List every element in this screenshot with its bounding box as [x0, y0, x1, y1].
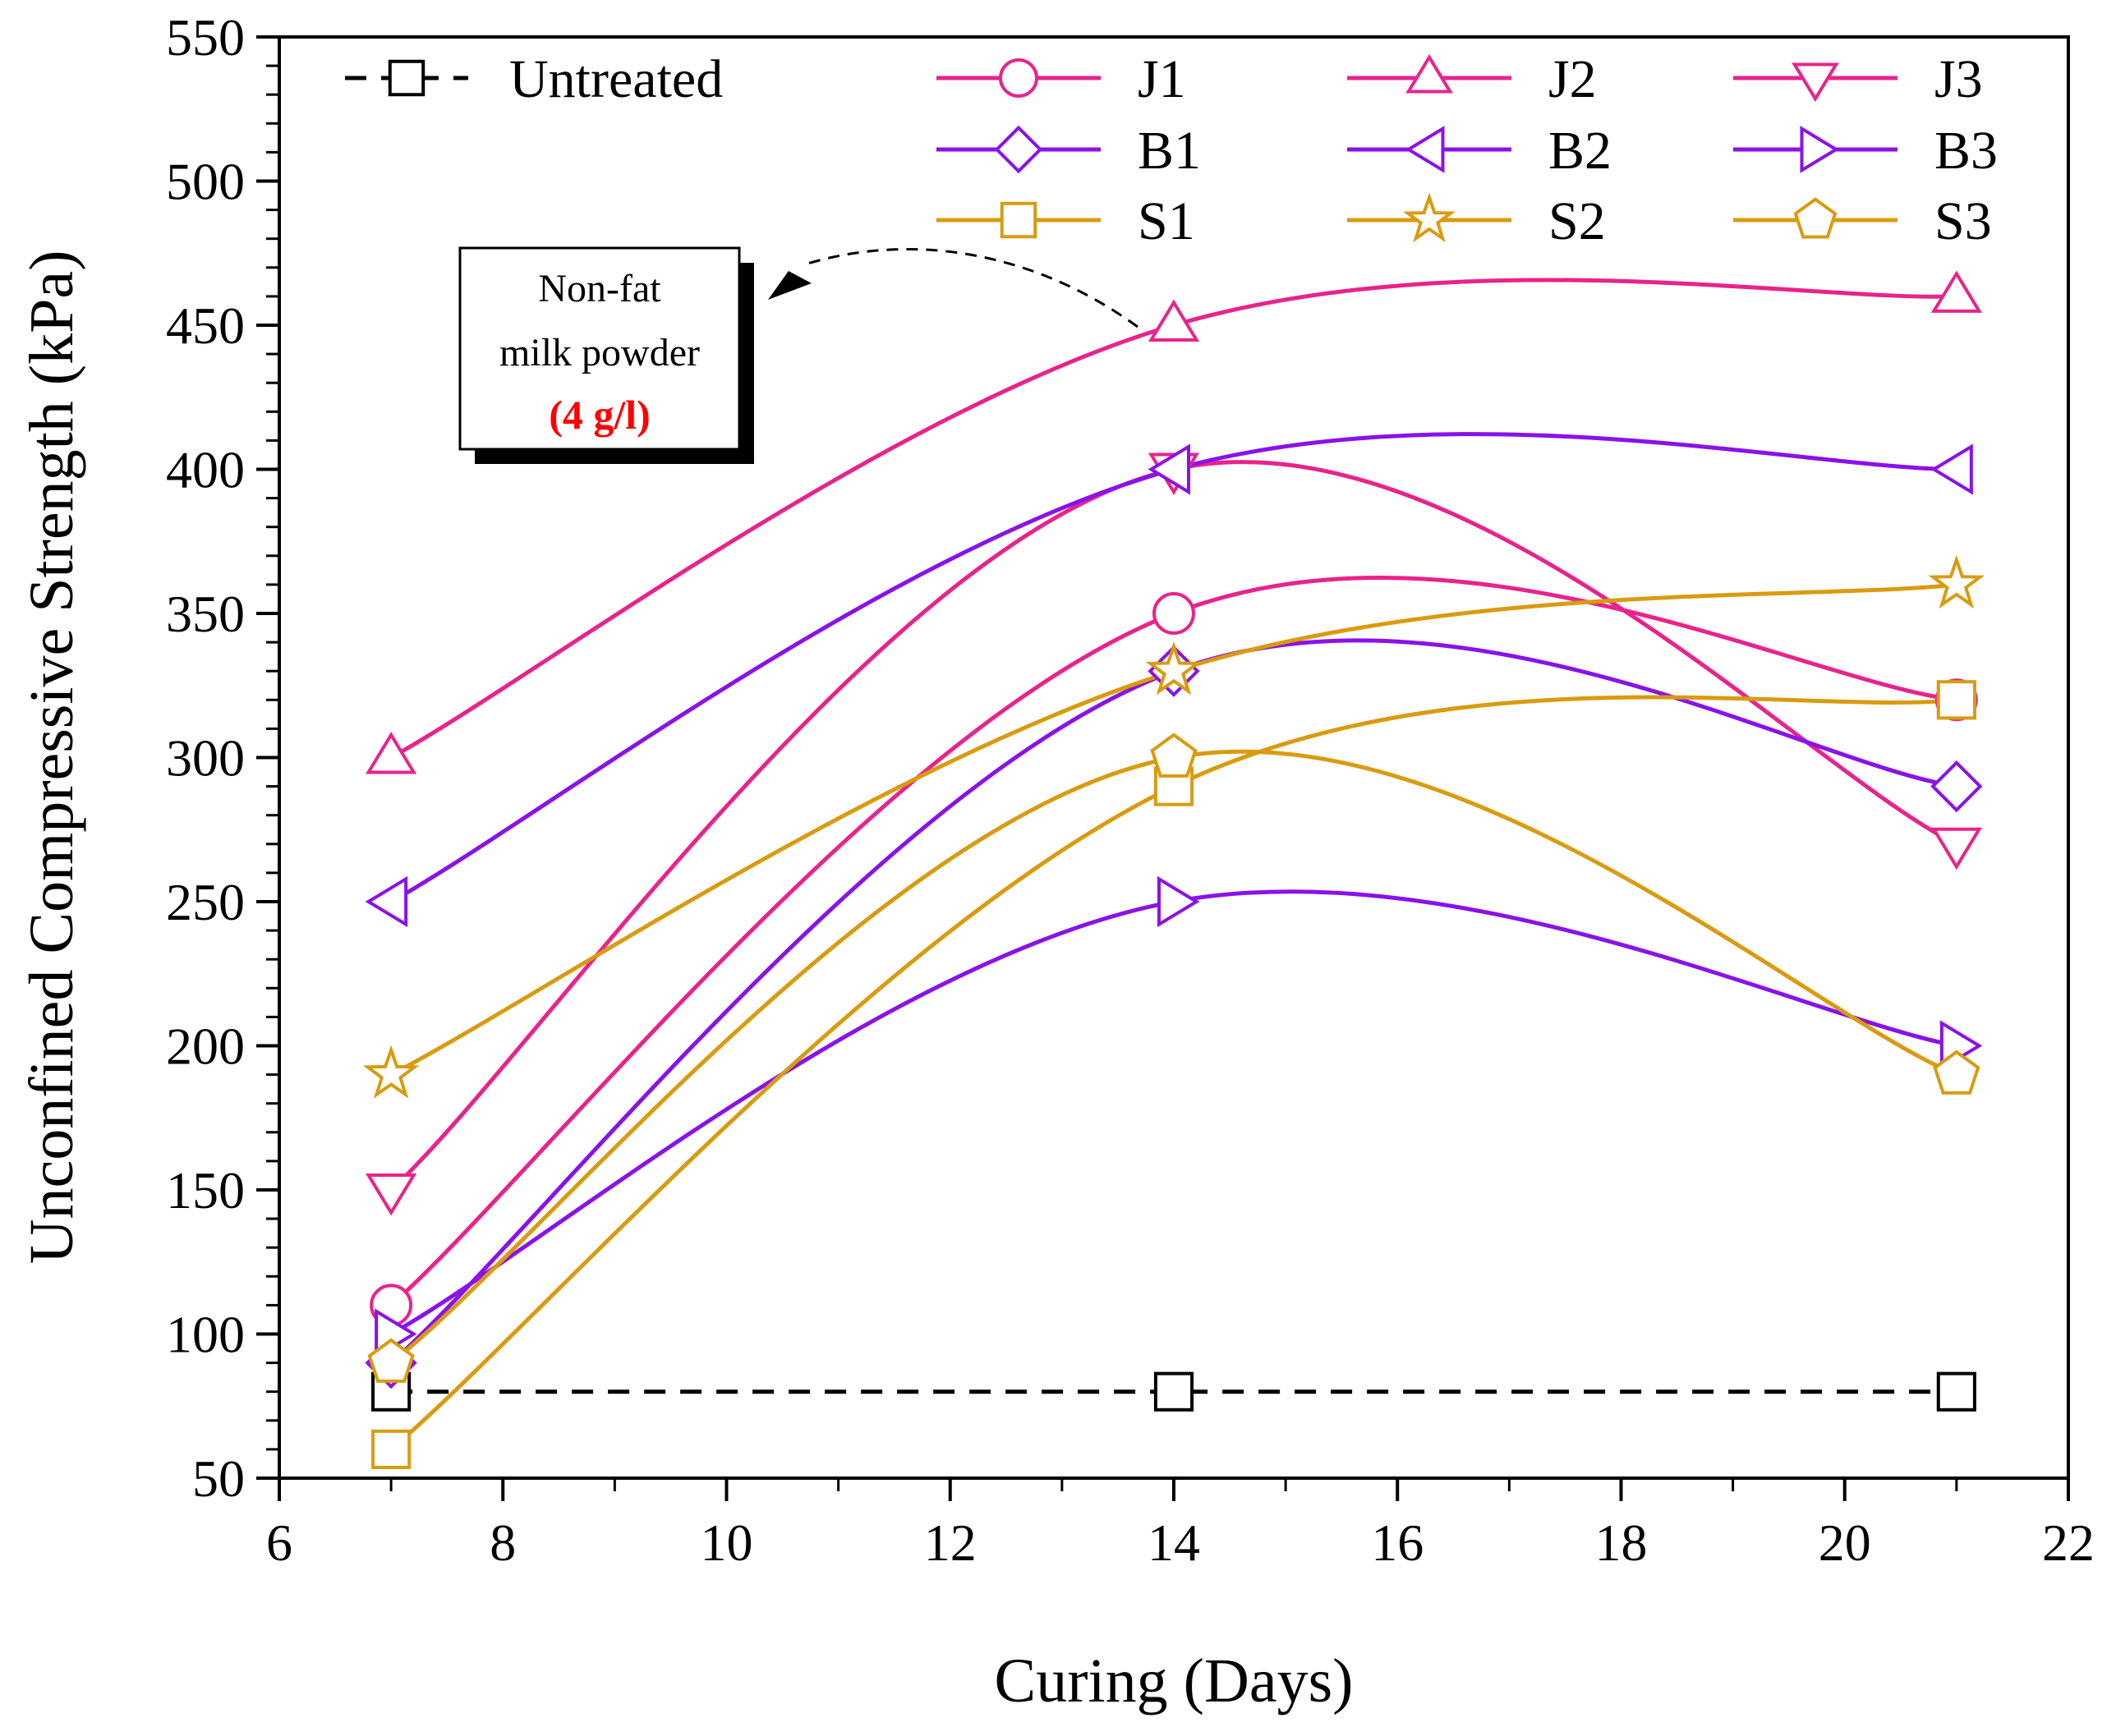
- x-tick-label: 12: [924, 1513, 977, 1572]
- y-tick-label: 150: [166, 1161, 245, 1219]
- annotation-arrowhead: [768, 271, 812, 300]
- y-tick-label: 350: [166, 585, 245, 643]
- x-tick-label: 10: [701, 1513, 753, 1572]
- legend-label-j3: J3: [1934, 49, 1983, 109]
- annotation-line-2: milk powder: [499, 331, 700, 374]
- x-tick-label: 20: [1819, 1513, 1871, 1572]
- legend-label-s2: S2: [1548, 191, 1606, 251]
- x-tick-label: 6: [266, 1513, 292, 1572]
- x-tick-label: 14: [1148, 1513, 1200, 1572]
- x-tick-label: 22: [2042, 1513, 2095, 1572]
- legend-marker-b2: [1405, 126, 1445, 173]
- legend-marker-s1: [1000, 201, 1037, 239]
- data-point-untreated: [1936, 1371, 1976, 1412]
- x-axis-title: Curing (Days): [995, 1646, 1354, 1715]
- legend-label-j1: J1: [1138, 49, 1186, 109]
- series-line-j1: [389, 576, 1957, 1307]
- y-tick-label: 50: [192, 1449, 245, 1508]
- legend-marker-untreated: [388, 59, 425, 97]
- series-line-b3: [389, 889, 1957, 1336]
- legend-label-b2: B2: [1548, 121, 1612, 181]
- data-point-untreated: [1153, 1371, 1194, 1412]
- legend-marker-b3: [1800, 126, 1840, 173]
- legend-label-b1: B1: [1138, 121, 1201, 181]
- annotation-line-1: Non-fat: [538, 267, 661, 310]
- data-point-s2: [362, 1045, 420, 1099]
- x-axis: 6 8 10 12 14 16 18 20 22: [266, 1478, 2095, 1572]
- annotation-box: [458, 246, 741, 451]
- y-tick-label: 400: [166, 441, 245, 499]
- data-point-s3: [1150, 733, 1198, 778]
- data-point-b1: [1930, 760, 1983, 813]
- y-tick-label: 550: [166, 8, 245, 67]
- x-tick-label: 8: [490, 1513, 516, 1572]
- legend-label-s3: S3: [1934, 191, 1992, 251]
- y-tick-label: 300: [166, 729, 245, 788]
- data-point-s1: [1936, 680, 1976, 720]
- y-axis-title: Unconfined Compressive Strength (kPa): [17, 250, 86, 1265]
- data-point-j2: [1148, 299, 1200, 342]
- series-line-s1: [389, 695, 1957, 1451]
- data-point-s2: [1928, 554, 1985, 609]
- legend-marker-j3: [1792, 62, 1839, 103]
- legend-marker-j1: [999, 58, 1038, 98]
- data-point-b2: [365, 875, 408, 928]
- y-tick-label: 200: [166, 1017, 245, 1076]
- legend-label-j2: J2: [1548, 49, 1597, 109]
- data-point-j1: [1152, 592, 1195, 635]
- legend-marker-j2: [1405, 53, 1453, 94]
- y-tick-label: 250: [166, 873, 245, 931]
- data-point-j2: [365, 732, 417, 774]
- legend-label-b3: B3: [1934, 121, 1998, 181]
- series-markers: [362, 270, 1985, 1469]
- y-tick-label: 100: [166, 1306, 245, 1364]
- legend-label-s1: S1: [1138, 191, 1195, 251]
- data-point-s1: [371, 1429, 412, 1469]
- data-point-s3: [367, 1338, 415, 1383]
- annotation-arrow-line: [804, 247, 1138, 328]
- data-point-j3: [365, 1173, 417, 1216]
- legend-marker-s2: [1403, 192, 1456, 243]
- annotation-line-3: (4 g/l): [549, 392, 651, 438]
- y-tick-label: 450: [166, 296, 245, 355]
- y-tick-label: 500: [166, 153, 245, 211]
- series-line-j3: [389, 460, 1957, 1192]
- data-point-b3: [1157, 875, 1200, 928]
- data-point-b2: [1148, 443, 1190, 495]
- legend-marker-s3: [1793, 197, 1838, 239]
- data-point-b2: [1930, 443, 1973, 495]
- legend-label-untreated: Untreated: [509, 49, 723, 109]
- data-point-j2: [1930, 270, 1983, 313]
- legend: Untreated J1 J2 J3 B1 B2 B3 S1 S2 S3: [345, 49, 1998, 251]
- data-point-s2: [1145, 641, 1203, 696]
- legend-marker-b1: [994, 125, 1043, 174]
- annotation-callout: Non-fat milk powder (4 g/l): [458, 246, 1138, 464]
- y-axis: 50 100 150 200 250 300 350 400 450 500 550: [166, 8, 279, 1508]
- x-tick-label: 18: [1595, 1513, 1648, 1572]
- x-tick-label: 16: [1371, 1513, 1424, 1572]
- data-point-j3: [1930, 827, 1983, 870]
- data-point-s3: [1933, 1049, 1980, 1095]
